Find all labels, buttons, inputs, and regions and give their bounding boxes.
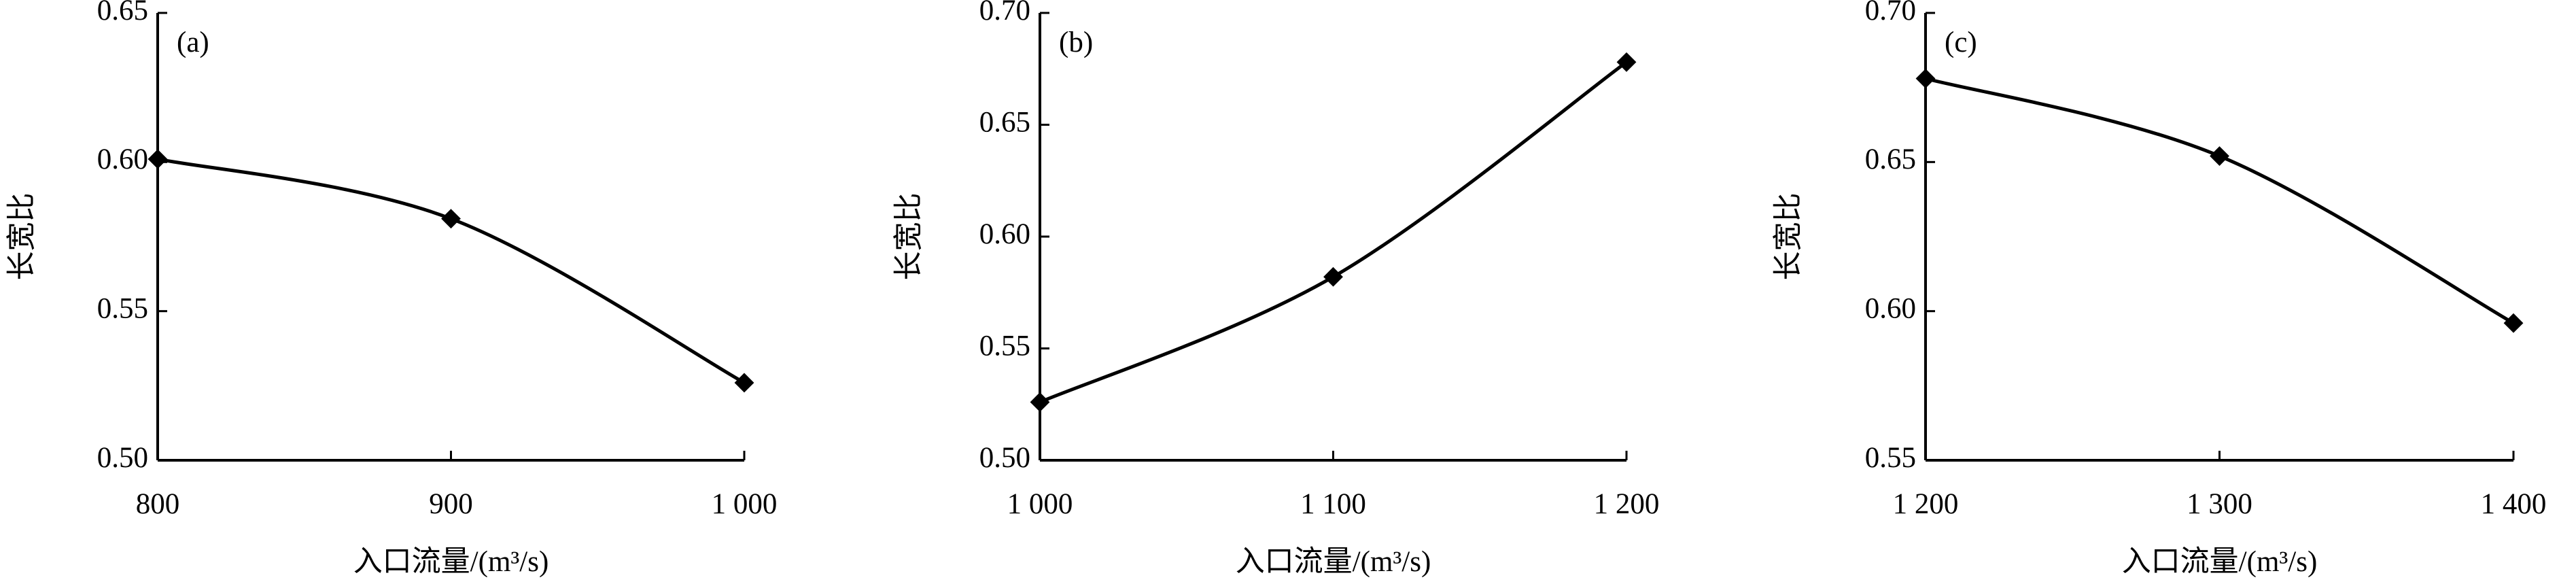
panel-label: (c) [1945, 27, 1977, 58]
x-tick-label: 1 100 [1300, 488, 1366, 520]
data-point [734, 373, 754, 393]
y-tick-label: 0.65 [1865, 143, 1916, 175]
x-tick-label: 1 000 [712, 488, 778, 520]
y-tick-label: 0.55 [97, 293, 148, 325]
data-line [157, 157, 746, 385]
panel-label: (b) [1059, 27, 1093, 58]
y-tick-label: 0.60 [979, 218, 1030, 250]
y-axis-label: 长宽比 [1772, 193, 1805, 281]
data-point [1030, 392, 1050, 412]
data-point [1915, 69, 1936, 88]
y-tick-label: 0.65 [979, 106, 1030, 138]
y-tick-label: 0.50 [979, 442, 1030, 474]
x-tick-label: 1 200 [1594, 488, 1660, 520]
y-tick-label: 0.70 [1865, 0, 1916, 27]
y-tick-label: 0.65 [97, 0, 148, 27]
data-point [2210, 146, 2229, 166]
data-point [1323, 267, 1343, 287]
data-point [441, 209, 461, 229]
x-tick-label: 1 400 [2481, 488, 2547, 520]
y-axis-label: 长宽比 [5, 193, 38, 281]
data-line [1039, 61, 1628, 404]
y-tick-label: 0.60 [97, 143, 148, 175]
y-axis-label: 长宽比 [892, 193, 925, 281]
x-tick-label: 1 200 [1893, 488, 1959, 520]
y-tick-label: 0.70 [979, 0, 1030, 27]
x-tick-label: 900 [429, 488, 473, 520]
data-point [1616, 52, 1637, 72]
data-point [2503, 313, 2524, 333]
x-axis-label: 入口流量/(m³/s) [1236, 546, 1431, 578]
x-tick-label: 800 [136, 488, 180, 520]
x-axis-label: 入口流量/(m³/s) [353, 546, 549, 578]
x-axis-label: 入口流量/(m³/s) [2122, 546, 2318, 578]
data-line [1925, 77, 2515, 325]
panel-label: (a) [177, 27, 209, 58]
y-tick-label: 0.60 [1865, 293, 1916, 325]
x-tick-label: 1 300 [2187, 488, 2252, 520]
y-tick-label: 0.55 [979, 330, 1030, 362]
data-point [147, 149, 168, 169]
y-tick-label: 0.55 [1865, 442, 1916, 474]
y-tick-label: 0.50 [97, 442, 148, 474]
x-tick-label: 1 000 [1007, 488, 1073, 520]
